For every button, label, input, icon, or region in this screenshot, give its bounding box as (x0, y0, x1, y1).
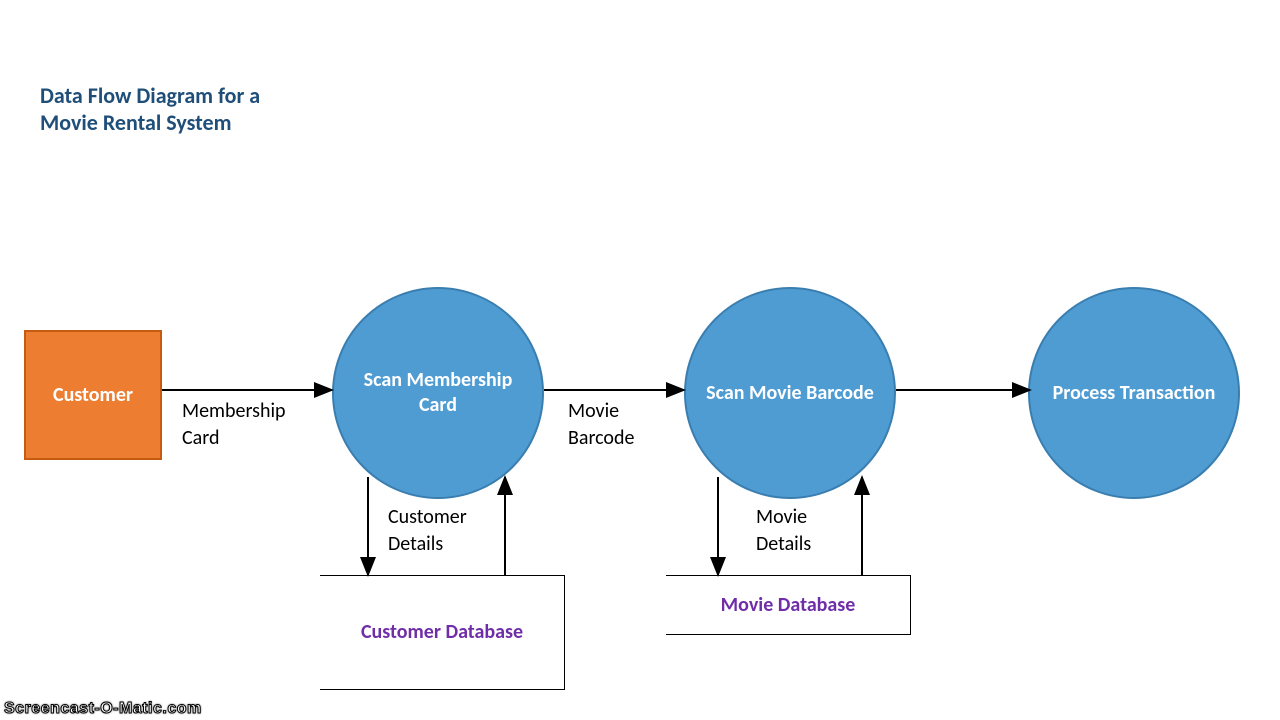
flow-label-movie-details: Movie Details (756, 504, 811, 558)
diagram-title: Data Flow Diagram for a Movie Rental Sys… (40, 82, 260, 136)
process-scan-barcode-label: Scan Movie Barcode (706, 381, 874, 406)
process-transaction: Process Transaction (1028, 287, 1240, 499)
flow-label-customer-details: Customer Details (388, 504, 467, 558)
datastore-customer-label: Customer Database (361, 620, 523, 645)
datastore-movie-database: Movie Database (666, 575, 911, 635)
entity-customer-label: Customer (53, 383, 133, 407)
flow-label-movie-barcode: Movie Barcode (568, 398, 634, 452)
process-scan-membership-card: Scan Membership Card (332, 287, 544, 499)
datastore-customer-database: Customer Database (320, 575, 565, 690)
flow-label-membership-card: Membership Card (182, 398, 286, 452)
datastore-movie-label: Movie Database (721, 593, 856, 618)
process-transaction-label: Process Transaction (1053, 381, 1216, 406)
process-scan-card-label: Scan Membership Card (348, 368, 528, 418)
watermark-text: Screencast-O-Matic.com (0, 698, 206, 720)
process-scan-movie-barcode: Scan Movie Barcode (684, 287, 896, 499)
entity-customer: Customer (24, 330, 162, 460)
